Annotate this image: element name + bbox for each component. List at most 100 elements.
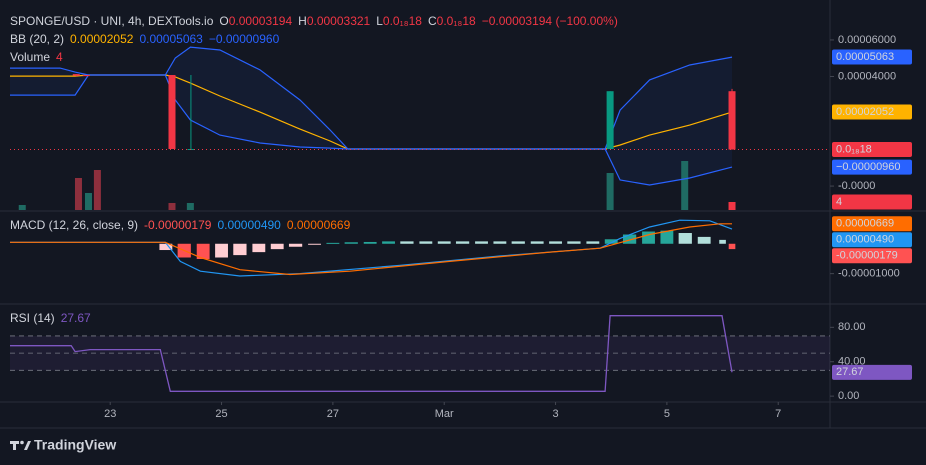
histogram-bar: [382, 241, 395, 244]
candle-body: [606, 91, 614, 149]
volume-bar: [728, 202, 736, 210]
price-badge: [832, 364, 912, 380]
histogram-bar: [344, 242, 358, 244]
candle-body: [168, 75, 176, 149]
legend: SPONGE/USD · UNI, 4h, DEXTools.io O0.0000…: [10, 14, 618, 28]
ohlc-label: C: [428, 14, 437, 28]
indicator-value: 0.00000490: [217, 218, 281, 232]
histogram-bar: [270, 243, 284, 250]
ohlc-value: 0.00003194: [229, 14, 293, 28]
price-badge: [832, 194, 912, 210]
y-tick-label: 80.00: [838, 321, 866, 333]
indicator-value: 0.00005063: [139, 32, 203, 46]
indicator-value: 0.00000669: [287, 218, 351, 232]
macd-line: [10, 219, 733, 277]
volume-bar: [93, 170, 101, 210]
histogram-bar: [622, 234, 637, 244]
price-badge: [832, 232, 912, 248]
legend: RSI (14) 27.67: [10, 311, 91, 325]
volume-bar: [74, 178, 82, 210]
symbol: SPONGE/USD · UNI, 4h, DEXTools.io: [10, 14, 214, 28]
x-tick-label: 25: [215, 408, 227, 420]
price-badge: [832, 159, 912, 175]
ohlc-value: 0.00003321: [307, 14, 371, 28]
histogram-bar: [604, 239, 618, 244]
price-badge-label: −0.00000960: [836, 161, 901, 173]
price-badge-label: 4: [836, 196, 842, 208]
indicator-value: 0.00002052: [70, 32, 134, 46]
change: −0.00003194 (−100.00%): [482, 14, 618, 28]
bb-line: [10, 46, 733, 150]
histogram-bar: [530, 241, 544, 244]
macd-pane: [10, 219, 736, 277]
ohlc-value: 0.0₁₈18: [437, 14, 476, 28]
legend: Volume 4: [10, 50, 63, 64]
price-badge: [832, 104, 912, 120]
price-badge: [832, 216, 912, 232]
histogram-bar: [586, 241, 600, 244]
y-tick-label: -0.0000: [838, 180, 875, 192]
indicator-title: MACD (12, 26, close, 9): [10, 218, 138, 232]
overlay: 0.00006000 0.00004000 -0.0000 SPONGE/USD · …: [10, 14, 912, 420]
legend: BB (20, 2) 0.00002052 0.00005063 −0.0000096…: [10, 32, 280, 46]
volume-bar: [84, 193, 92, 210]
histogram-bar: [159, 243, 173, 251]
y-tick-label: 0.00: [838, 390, 859, 402]
price-badge-label: 0.00002052: [836, 106, 894, 118]
histogram-bar: [252, 243, 266, 253]
candle-body: [72, 74, 80, 76]
x-tick-label: 3: [552, 408, 558, 420]
y-tick-label: 40.00: [838, 356, 866, 368]
histogram-bar: [697, 236, 711, 244]
y-tick-label: -0.00001000: [838, 268, 900, 280]
legend: MACD (12, 26, close, 9) -0.00000179 0.0000…: [10, 218, 351, 232]
logo-part: [24, 441, 31, 450]
indicator-title: RSI (14): [10, 311, 55, 325]
histogram-bar: [475, 241, 488, 244]
bb-line: [10, 74, 733, 186]
histogram-bar: [308, 243, 321, 245]
x-tick-label: Mar: [435, 408, 454, 420]
price-badge-label: 27.67: [836, 366, 864, 378]
histogram-bar: [660, 230, 674, 244]
indicator-title: BB (20, 2): [10, 32, 64, 46]
y-tick-label: 0.00006000: [838, 34, 896, 46]
x-tick-label: 7: [775, 408, 781, 420]
ohlc-value: 0.0₁₈18: [383, 14, 422, 28]
macd-line: [10, 223, 732, 276]
rsi-line: [10, 315, 733, 392]
price-badge: [832, 142, 912, 158]
histogram-bar: [493, 241, 507, 244]
brand-name: TradingView: [34, 437, 116, 453]
histogram-bar: [678, 233, 692, 244]
price-badge: [832, 49, 912, 65]
rsi-pane: [10, 315, 830, 392]
price-badge: [832, 248, 912, 264]
histogram-bar: [363, 241, 377, 244]
y-tick-label: 0.00004000: [838, 70, 896, 82]
indicator-value: -0.00000179: [144, 218, 212, 232]
histogram-bar: [567, 241, 581, 244]
volume-bar: [186, 203, 194, 210]
ohlc-label: H: [298, 14, 307, 28]
logo-part: [20, 440, 24, 445]
price-badge-label: 0.00000669: [836, 218, 894, 230]
histogram-bar: [215, 243, 228, 258]
histogram-bar: [233, 243, 247, 256]
histogram-bar: [419, 241, 433, 244]
indicator-title: Volume: [10, 50, 50, 64]
histogram-bar: [288, 243, 303, 247]
histogram-bar: [400, 241, 414, 244]
ohlc-label: L: [376, 14, 383, 28]
histogram-bar: [549, 241, 562, 244]
price-badge-label: 0.00000490: [836, 234, 894, 246]
x-tick-label: 27: [327, 408, 339, 420]
candle-body: [82, 75, 90, 77]
ohlc-label: O: [219, 14, 228, 28]
price-badge-label: 0.00005063: [836, 51, 894, 63]
x-tick-label: 5: [664, 408, 670, 420]
histogram-bar: [719, 239, 726, 244]
